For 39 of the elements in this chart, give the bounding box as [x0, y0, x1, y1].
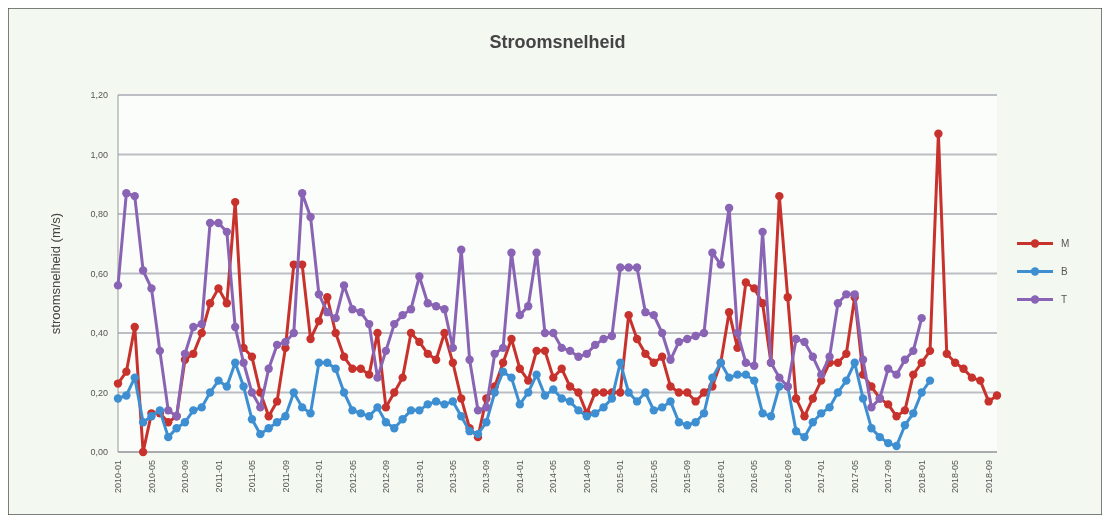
x-tick-label: 2018-09	[983, 460, 994, 494]
legend-label: T	[1061, 294, 1068, 305]
x-tick-label: 2012-01	[314, 460, 325, 494]
y-tick-label: 0,20	[90, 387, 108, 398]
x-tick-label: 2013-09	[481, 460, 492, 494]
x-tick-label: 2012-09	[381, 460, 392, 494]
y-tick-label: 1,00	[90, 149, 108, 160]
y-tick-label: 0,40	[90, 328, 108, 339]
y-tick-label: 0,00	[90, 447, 108, 458]
x-tick-label: 2011-01	[213, 460, 224, 493]
x-tick-label: 2011-05	[247, 460, 258, 493]
x-tick-label: 2012-05	[347, 460, 358, 494]
x-tick-label: 2017-09	[883, 460, 894, 494]
x-tick-label: 2016-01	[715, 460, 726, 494]
x-tick-label: 2017-01	[816, 460, 827, 494]
legend-label: B	[1061, 266, 1068, 277]
x-tick-label: 2018-05	[950, 460, 961, 494]
x-tick-label: 2016-05	[749, 460, 760, 494]
x-tick-label: 2015-09	[682, 460, 693, 494]
y-tick-label: 0,60	[90, 268, 108, 279]
x-tick-label: 2013-01	[414, 460, 425, 494]
x-tick-label: 2014-01	[514, 460, 525, 494]
x-tick-label: 2013-05	[448, 460, 459, 494]
x-tick-label: 2011-09	[280, 460, 291, 493]
x-tick-label: 2016-09	[782, 460, 793, 494]
x-tick-label: 2010-05	[146, 460, 157, 494]
x-tick-label: 2015-01	[615, 460, 626, 494]
x-tick-label: 2015-05	[648, 460, 659, 494]
y-tick-label: 1,20	[90, 90, 108, 101]
x-tick-label: 2010-01	[113, 460, 124, 494]
chart-title: Stroomsnelheid	[489, 32, 626, 52]
legend-label: M	[1061, 238, 1070, 249]
x-tick-label: 2014-05	[548, 460, 559, 494]
x-tick-label: 2010-09	[180, 460, 191, 494]
y-tick-label: 0,80	[90, 209, 108, 220]
y-axis-title: stroomsnelheid (m/s)	[48, 212, 63, 335]
x-tick-label: 2014-09	[581, 460, 592, 494]
x-tick-label: 2017-05	[849, 460, 860, 494]
x-tick-label: 2018-01	[916, 460, 927, 494]
